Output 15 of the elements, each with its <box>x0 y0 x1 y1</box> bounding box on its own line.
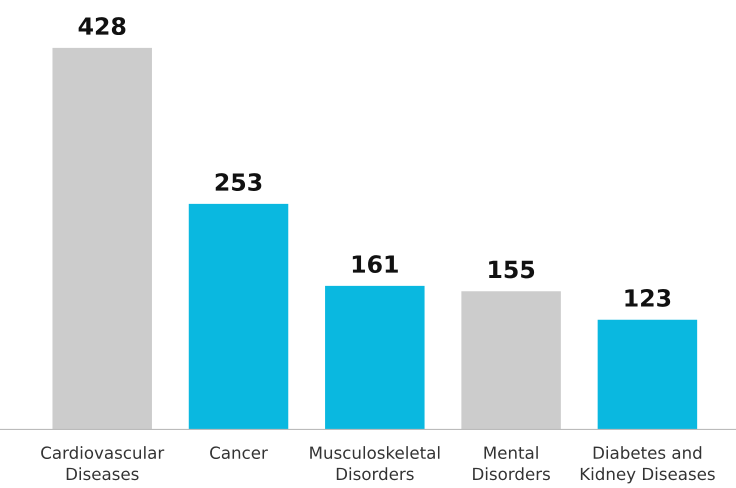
x-tick-label: Mental Disorders <box>473 446 550 480</box>
data-label: 253 <box>216 173 262 192</box>
bar <box>461 291 561 430</box>
bar <box>52 48 152 430</box>
bar <box>598 320 698 430</box>
data-label: 155 <box>489 260 534 278</box>
x-tick-label: Musculoskeletal Disorders <box>310 446 440 480</box>
data-label: 428 <box>78 17 126 36</box>
bar <box>325 286 425 430</box>
data-label: 123 <box>625 289 670 307</box>
x-tick-label: Cardiovascular Diseases <box>41 446 164 480</box>
x-tick-label: Cancer <box>210 446 268 460</box>
data-label: 161 <box>352 255 398 274</box>
x-tick-label: Diabetes and Kidney Diseases <box>580 446 715 484</box>
bar <box>188 204 288 430</box>
